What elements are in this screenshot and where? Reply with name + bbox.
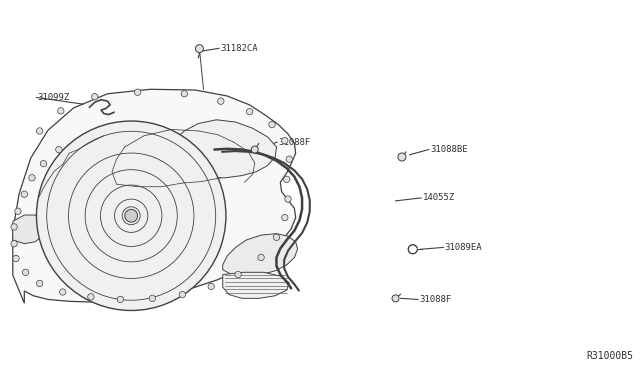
Circle shape xyxy=(36,280,43,287)
Circle shape xyxy=(398,153,406,161)
Circle shape xyxy=(60,289,66,295)
Polygon shape xyxy=(13,215,44,244)
Circle shape xyxy=(22,269,29,276)
Circle shape xyxy=(92,93,98,100)
Circle shape xyxy=(29,174,35,181)
Text: 31182CA: 31182CA xyxy=(221,44,259,53)
Polygon shape xyxy=(170,120,276,178)
Circle shape xyxy=(58,108,64,114)
Circle shape xyxy=(149,295,156,302)
Circle shape xyxy=(56,146,62,153)
Text: 31088F: 31088F xyxy=(278,138,310,147)
Circle shape xyxy=(246,108,253,115)
Circle shape xyxy=(235,271,241,278)
Circle shape xyxy=(392,295,399,302)
Text: 31088F: 31088F xyxy=(419,295,451,304)
Circle shape xyxy=(282,137,288,144)
Circle shape xyxy=(134,89,141,96)
Circle shape xyxy=(286,156,292,163)
Circle shape xyxy=(208,283,214,290)
Circle shape xyxy=(282,214,288,221)
Circle shape xyxy=(88,294,94,300)
Text: 31099Z: 31099Z xyxy=(37,93,69,102)
Circle shape xyxy=(11,240,17,247)
Circle shape xyxy=(218,98,224,105)
Circle shape xyxy=(21,191,28,198)
Circle shape xyxy=(179,291,186,298)
Text: 31089EA: 31089EA xyxy=(445,243,483,252)
Circle shape xyxy=(273,234,280,241)
Polygon shape xyxy=(13,89,296,303)
Circle shape xyxy=(40,160,47,167)
Text: 14055Z: 14055Z xyxy=(422,193,454,202)
Polygon shape xyxy=(223,272,289,298)
Circle shape xyxy=(181,90,188,97)
Text: R31000B5: R31000B5 xyxy=(587,352,634,361)
Circle shape xyxy=(125,209,138,222)
Circle shape xyxy=(15,208,21,215)
Circle shape xyxy=(269,121,275,128)
Circle shape xyxy=(13,255,19,262)
Circle shape xyxy=(36,121,226,311)
Circle shape xyxy=(195,45,204,53)
Circle shape xyxy=(285,196,291,202)
Circle shape xyxy=(284,176,290,183)
Circle shape xyxy=(36,128,43,134)
Circle shape xyxy=(252,146,258,153)
Polygon shape xyxy=(223,234,298,276)
Circle shape xyxy=(117,296,124,303)
Circle shape xyxy=(11,224,17,230)
Text: 31088BE: 31088BE xyxy=(430,145,468,154)
Circle shape xyxy=(258,254,264,261)
